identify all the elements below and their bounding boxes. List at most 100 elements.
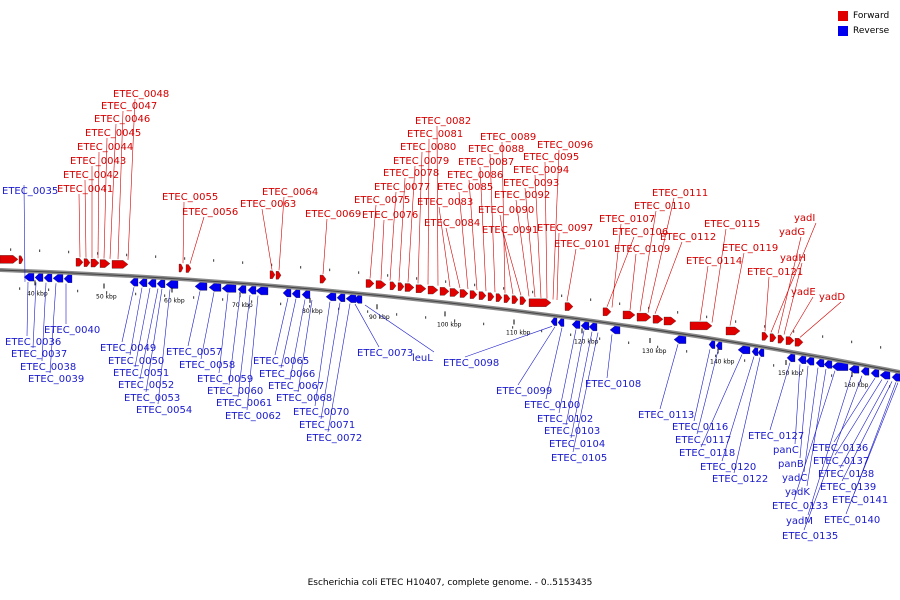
ring-dot: [358, 271, 360, 274]
reverse-label-leader: [803, 375, 863, 531]
ring-dot: [483, 322, 485, 326]
forward-gene-label: ETEC_0085: [437, 182, 493, 193]
reverse-label-leader: [314, 301, 331, 407]
forward-gene-arrow: [495, 293, 503, 302]
reverse-gene-arrow: [815, 358, 825, 368]
reverse-gene-arrow: [43, 273, 53, 283]
forward-gene-label: ETEC_0069: [305, 209, 361, 220]
ring-dot: [590, 298, 592, 301]
gene-labels: ETEC_0041 ETEC_0042 ETEC_0043 ETEC_0044 ETEC…: [2, 89, 888, 542]
forward-label-leader: [189, 216, 205, 264]
reverse-label-leader: [139, 288, 159, 380]
reverse-label-leader: [807, 373, 853, 516]
ring-dot: [242, 261, 244, 264]
ring-dot: [10, 248, 12, 251]
forward-gene-arrow: [275, 271, 282, 280]
forward-gene-arrow: [389, 281, 397, 290]
forward-label-leader: [407, 165, 416, 283]
scale-tick-label: 50 kbp: [96, 294, 117, 301]
forward-label-leader: [468, 179, 478, 291]
forward-gene-label: ETEC_0042: [63, 170, 119, 181]
forward-label-leader: [278, 196, 285, 271]
ring-dot: [367, 310, 369, 313]
reverse-label-leader: [517, 326, 556, 386]
reverse-label-leader: [327, 303, 351, 433]
reverse-gene-label: ETEC_0053: [124, 393, 180, 404]
forward-gene-arrow: [18, 255, 24, 264]
forward-label-leader: [534, 174, 542, 298]
legend-reverse: Reverse: [838, 23, 889, 38]
forward-label-leader: [783, 262, 803, 335]
legend-reverse-label: Reverse: [853, 25, 890, 36]
legend-forward-label: Forward: [853, 10, 890, 21]
reverse-gene-label: ETEC_0139: [820, 482, 876, 493]
forward-gene-label: ETEC_0088: [468, 144, 524, 155]
ring-dot: [19, 287, 21, 290]
forward-label-leader: [515, 199, 530, 297]
forward-label-leader: [479, 166, 487, 292]
ring-dot: [329, 268, 331, 272]
reverse-gene-label: ETEC_0066: [259, 369, 315, 380]
reverse-label-leader: [49, 283, 57, 374]
reverse-gene-arrow: [63, 274, 73, 283]
ring-dot: [860, 379, 862, 383]
forward-gene-arrow: [511, 295, 519, 304]
reverse-gene-arrow: [737, 345, 751, 354]
forward-label-leader: [770, 222, 817, 333]
forward-label-leader: [556, 232, 560, 301]
ring-dot: [387, 274, 389, 277]
map-caption: Escherichia coli ETEC H10407, complete g…: [307, 578, 593, 588]
reverse-gene-label: ETEC_0040: [44, 325, 100, 336]
backbone-dots: [10, 248, 891, 388]
reverse-label-leader: [806, 369, 827, 487]
forward-gene-label: yadG: [779, 227, 805, 238]
forward-gene-label: ETEC_0045: [85, 128, 141, 139]
forward-label-leader: [544, 161, 548, 299]
reverse-label-leader: [696, 350, 719, 435]
forward-gene-label: ETEC_0048: [113, 89, 169, 100]
ring-dot: [135, 292, 137, 296]
reverse-gene-label: ETEC_0070: [293, 407, 349, 418]
forward-gene-arrow: [397, 282, 405, 291]
forward-label-leader: [84, 179, 87, 258]
forward-label-leader: [417, 151, 423, 284]
ring-dot: [39, 249, 41, 252]
reverse-gene-label: ETEC_0137: [813, 456, 869, 467]
reverse-label-leader: [145, 288, 163, 393]
forward-gene-arrow: [478, 291, 487, 300]
forward-label-leader: [261, 208, 273, 270]
ring-dot: [773, 364, 775, 367]
reverse-label-leader: [793, 370, 836, 501]
forward-gene-arrow: [777, 334, 785, 344]
forward-gene-arrow: [622, 310, 636, 320]
reverse-gene-label: yadK: [785, 487, 810, 498]
forward-label-leader: [103, 137, 108, 259]
forward-gene-label: yadD: [819, 292, 845, 303]
forward-gene-arrow: [365, 279, 375, 288]
forward-label-leader: [503, 234, 522, 296]
reverse-gene-label: ETEC_0067: [268, 381, 324, 392]
reverse-label-leader: [26, 282, 29, 337]
ring-dot: [793, 330, 795, 333]
forward-gene-label: ETEC_0044: [77, 142, 133, 153]
forward-gene-arrow: [519, 296, 527, 305]
reverse-gene-label: ETEC_0100: [524, 400, 580, 411]
ring-dot: [599, 337, 601, 340]
reverse-label-leader: [659, 344, 679, 410]
forward-label-leader: [427, 138, 430, 285]
forward-gene-arrow: [111, 260, 129, 269]
reverse-gene-label: ETEC_0037: [11, 349, 67, 360]
forward-gene-label: ETEC_0080: [400, 142, 456, 153]
reverse-gene-label: ETEC_0138: [818, 469, 874, 480]
legend-reverse-swatch: [838, 25, 848, 36]
forward-gene-arrow: [319, 274, 327, 284]
reverse-gene-arrow: [823, 360, 833, 369]
forward-gene-label: ETEC_0112: [660, 232, 716, 243]
ring-dot: [744, 359, 746, 362]
ring-dot: [338, 307, 340, 311]
reverse-gene-label: ETEC_0049: [100, 343, 156, 354]
reverse-label-leader: [200, 292, 215, 360]
reverse-gene-arrow: [757, 348, 765, 357]
reverse-gene-arrow: [557, 318, 565, 327]
